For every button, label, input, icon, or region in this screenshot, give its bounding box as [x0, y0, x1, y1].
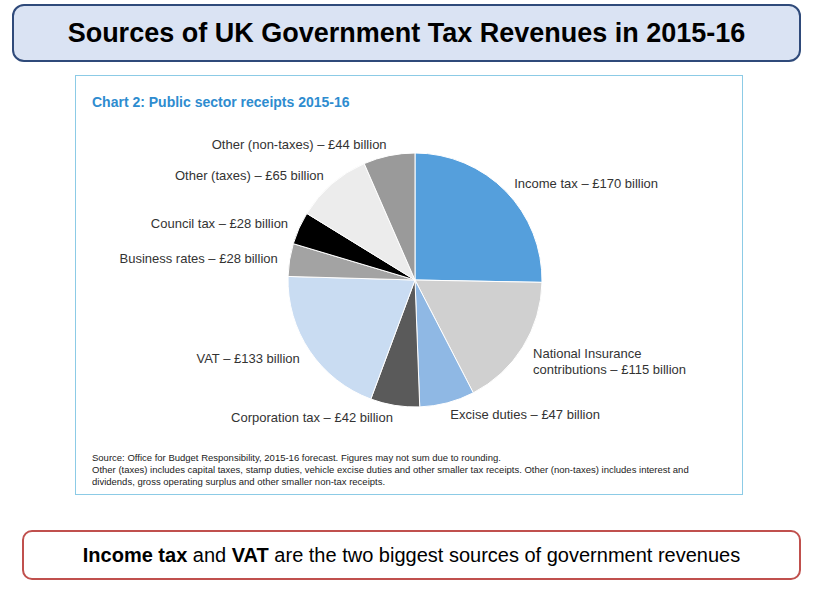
svg-text:Excise duties – £47 billion: Excise duties – £47 billion: [450, 407, 600, 422]
svg-text:VAT – £133 billion: VAT – £133 billion: [196, 350, 299, 365]
html-text:Chart 2: Public sector receipt: Chart 2: Public sector receipts 2015-16: [92, 94, 350, 110]
html-text:Source: Office for Budget Resp: Source: Office for Budget Responsibility…: [92, 452, 501, 463]
svg-text:National Insurancecontribution: National Insurancecontributions – £115 b…: [533, 346, 686, 377]
svg-text:Other (non-taxes) – £44 billio: Other (non-taxes) – £44 billion: [212, 136, 387, 151]
svg-text:Corporation tax – £42 billion: Corporation tax – £42 billion: [231, 410, 393, 425]
svg-text:Other (taxes) – £65 billion: Other (taxes) – £65 billion: [175, 168, 324, 183]
html-text:Income tax and VAT are the two: Income tax and VAT are the two biggest s…: [82, 543, 741, 566]
svg-text:Income tax – £170 billion: Income tax – £170 billion: [514, 175, 658, 190]
html-text:Other (taxes) includes capital: Other (taxes) includes capital taxes, st…: [92, 464, 689, 487]
svg-text:Council tax – £28 billion: Council tax – £28 billion: [151, 216, 288, 231]
svg-text:Business rates – £28 billion: Business rates – £28 billion: [119, 250, 277, 265]
html-text:Sources of UK Government Tax R: Sources of UK Government Tax Revenues in…: [67, 17, 746, 48]
